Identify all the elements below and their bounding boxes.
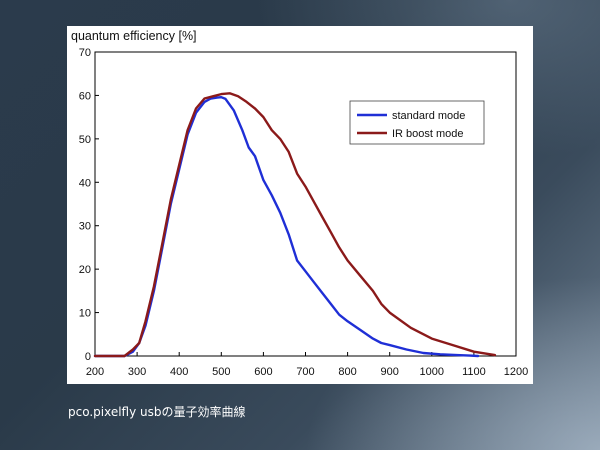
x-tick-label: 600 [254,366,272,378]
y-tick-label: 20 [79,264,91,276]
y-tick-label: 30 [79,221,91,233]
chart-title: quantum efficiency [%] [71,29,197,43]
y-tick-label: 50 [79,134,91,146]
y-tick-label: 70 [79,47,91,59]
y-tick-label: 40 [79,177,91,189]
caption: pco.pixelfly usbの量子効率曲線 [68,405,246,419]
legend-box [349,100,485,145]
legend-label-standard-mode: standard mode [392,110,465,122]
plot-frame [94,51,517,357]
x-tick-label: 800 [338,366,356,378]
x-tick-label: 500 [212,366,230,378]
x-tick-label: 900 [381,366,399,378]
x-tick-label: 1000 [420,366,444,378]
legend: standard mode IR boost mode [349,100,485,145]
y-tick-label: 60 [79,90,91,102]
line-chart: quantum efficiency [%] 0 10 20 30 40 50 60 70 2… [71,29,528,378]
y-tick-label: 0 [85,351,91,363]
y-tick-label: 10 [79,308,91,320]
x-tick-label: 400 [170,366,188,378]
legend-label-ir-boost-mode: IR boost mode [392,128,464,140]
x-tick-label: 1200 [504,366,528,378]
chart-panel: quantum efficiency [%] 0 10 20 30 40 50 60 70 2… [67,26,533,384]
series-line-ir-boost-mode [93,92,497,358]
x-tick-label: 300 [128,366,146,378]
x-tick-label: 1100 [462,366,486,378]
x-tick-label: 200 [86,366,104,378]
x-tick-label: 700 [296,366,314,378]
